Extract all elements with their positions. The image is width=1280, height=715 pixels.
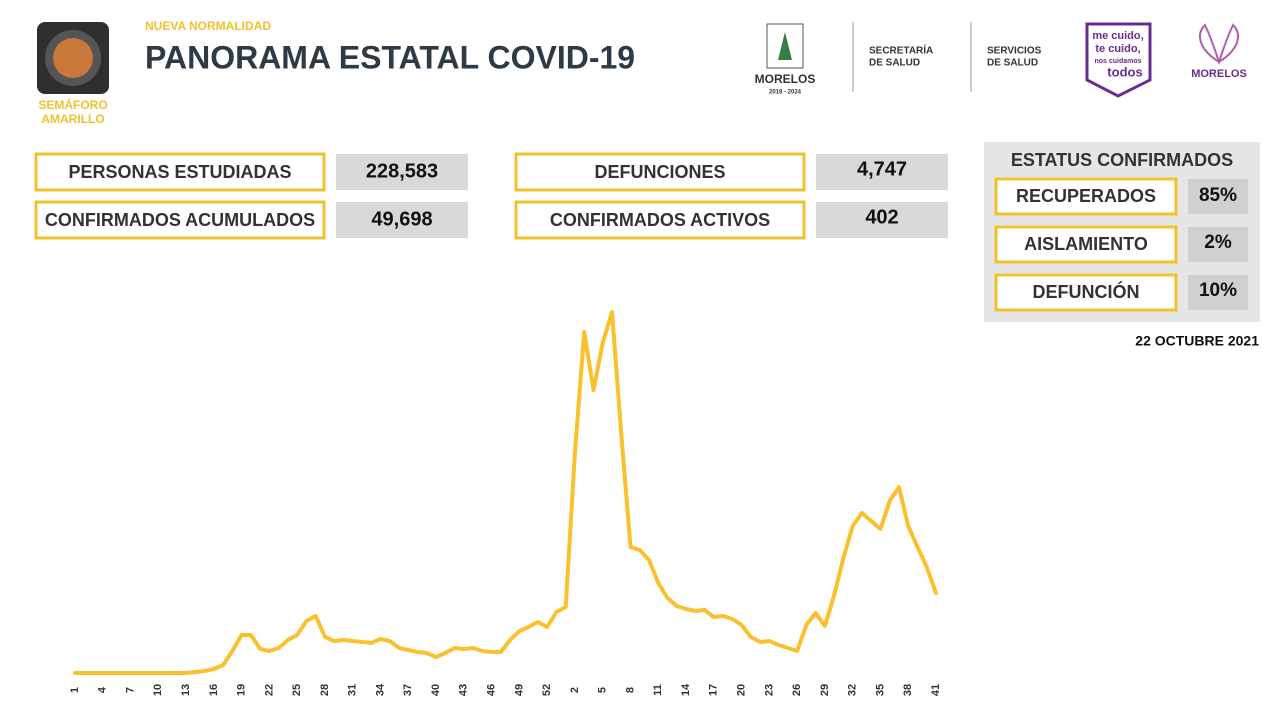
morelos-tree bbox=[778, 32, 792, 60]
logo-text: DE SALUD bbox=[869, 58, 920, 69]
stat-label: PERSONAS ESTUDIADAS bbox=[68, 162, 291, 182]
logo-text: SERVICIOS bbox=[987, 46, 1042, 57]
logo-text: nos cuidamos bbox=[1094, 58, 1141, 65]
x-tick-label: 49 bbox=[513, 684, 525, 696]
x-tick-label: 35 bbox=[874, 684, 886, 696]
x-tick-label: 4 bbox=[97, 686, 109, 693]
x-tick-label: 20 bbox=[735, 684, 747, 696]
stat-label: CONFIRMADOS ACTIVOS bbox=[550, 210, 770, 230]
x-tick-label: 7 bbox=[124, 687, 136, 693]
x-tick-label: 37 bbox=[402, 684, 414, 696]
x-tick-label: 23 bbox=[763, 684, 775, 696]
status-value: 2% bbox=[1204, 232, 1232, 253]
line-series bbox=[73, 310, 938, 675]
stat-value: 49,698 bbox=[371, 208, 432, 230]
x-tick-label: 40 bbox=[430, 684, 442, 696]
status-value: 85% bbox=[1199, 185, 1237, 206]
status-label: AISLAMIENTO bbox=[1024, 234, 1148, 254]
status-label: RECUPERADOS bbox=[1016, 186, 1156, 206]
stat-value-box bbox=[336, 154, 468, 190]
stat-value-box bbox=[816, 202, 948, 238]
stat-box bbox=[34, 200, 326, 240]
x-tick-label: 34 bbox=[374, 683, 386, 696]
status-label: DEFUNCIÓN bbox=[1033, 281, 1140, 302]
stat-value: 228,583 bbox=[366, 160, 438, 182]
status-box bbox=[994, 225, 1178, 264]
x-tick-label: 8 bbox=[624, 687, 636, 693]
title: PANORAMA ESTATAL COVID-19 bbox=[145, 39, 635, 75]
logo-text: DE SALUD bbox=[987, 58, 1038, 69]
gobierno-flower bbox=[1199, 23, 1239, 66]
date: 22 OCTUBRE 2021 bbox=[1135, 333, 1259, 349]
x-tick-label: 52 bbox=[541, 684, 553, 696]
x-tick-label: 19 bbox=[236, 684, 248, 696]
x-tick-label: 29 bbox=[819, 684, 831, 696]
semaforo-map bbox=[53, 38, 93, 78]
stat-value: 402 bbox=[865, 206, 898, 228]
stat-label: CONFIRMADOS ACUMULADOS bbox=[45, 210, 315, 230]
x-tick-label: 1 bbox=[69, 687, 81, 693]
logo-text: te cuido, bbox=[1095, 43, 1140, 55]
stat-value: 4,747 bbox=[857, 158, 907, 180]
stat-box bbox=[34, 152, 326, 192]
logo-text: todos bbox=[1107, 64, 1142, 79]
x-tick-label: 14 bbox=[680, 683, 692, 696]
x-tick-label: 43 bbox=[458, 684, 470, 696]
stat-box bbox=[514, 152, 806, 192]
stats: PERSONAS ESTUDIADAS 228,583 CONFIRMADOS … bbox=[34, 152, 948, 240]
status-value: 10% bbox=[1199, 280, 1237, 301]
campaign-badge bbox=[1085, 22, 1152, 98]
x-tick-label: 31 bbox=[347, 684, 359, 696]
x-tick-label: 28 bbox=[319, 684, 331, 696]
x-tick-label: 10 bbox=[152, 684, 164, 696]
status-value-box bbox=[1188, 227, 1248, 262]
x-tick-label: 46 bbox=[486, 684, 498, 696]
logo-text: MORELOS bbox=[755, 72, 816, 86]
logo-text: 2018 - 2024 bbox=[769, 90, 802, 96]
stat-box bbox=[514, 200, 806, 240]
x-tick-label: 16 bbox=[208, 684, 220, 696]
status-value-box bbox=[1188, 275, 1248, 310]
status-title: ESTATUS CONFIRMADOS bbox=[1011, 150, 1233, 170]
x-tick-label: 17 bbox=[708, 684, 720, 696]
x-tick-label: 41 bbox=[930, 684, 942, 696]
x-tick-label: 22 bbox=[263, 684, 275, 696]
x-tick-label: 38 bbox=[902, 684, 914, 696]
status-panel: ESTATUS CONFIRMADOS RECUPERADOS 85% AISL… bbox=[984, 142, 1260, 322]
subtitle: NUEVA NORMALIDAD bbox=[145, 19, 271, 33]
stat-value-box bbox=[336, 202, 468, 238]
stat-value-box bbox=[816, 154, 948, 190]
semaforo-label: AMARILLO bbox=[41, 112, 104, 126]
semaforo-label: SEMÁFORO bbox=[38, 97, 107, 112]
logo-text: MORELOS bbox=[1191, 68, 1247, 80]
x-tick-label: 26 bbox=[791, 684, 803, 696]
x-tick-label: 11 bbox=[652, 684, 664, 696]
x-tick-label: 5 bbox=[597, 687, 609, 693]
logo-text: me cuido, bbox=[1092, 30, 1143, 42]
x-tick-label: 2 bbox=[569, 687, 581, 693]
status-value-box bbox=[1188, 179, 1248, 214]
x-tick-label: 32 bbox=[847, 684, 859, 696]
status-box bbox=[994, 273, 1178, 312]
x-tick-label: 25 bbox=[291, 684, 303, 696]
x-tick-label: 13 bbox=[180, 684, 192, 696]
morelos-shield bbox=[766, 23, 804, 69]
stat-label: DEFUNCIONES bbox=[594, 162, 725, 182]
status-box bbox=[994, 177, 1178, 216]
logo-text: SECRETARÍA bbox=[869, 44, 933, 57]
